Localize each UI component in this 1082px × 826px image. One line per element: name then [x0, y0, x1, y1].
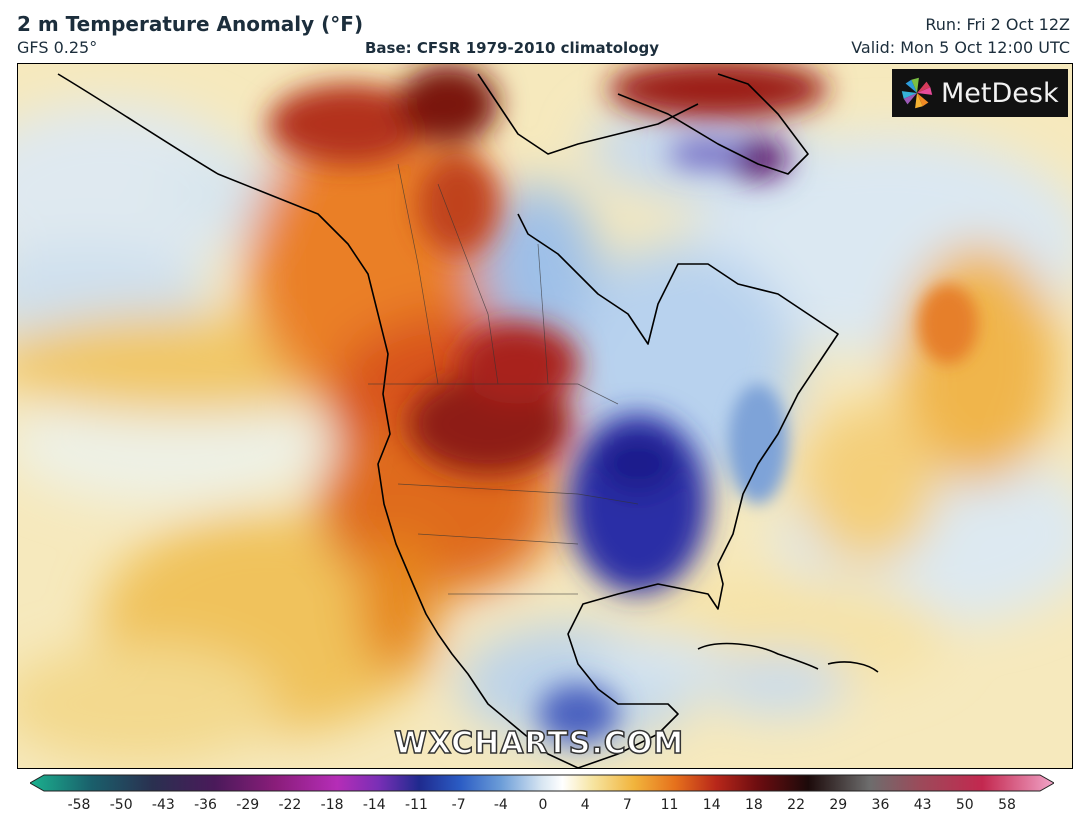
anomaly-map-canvas	[18, 64, 1072, 768]
colorbar-tick-label: 43	[913, 797, 932, 813]
colorbar-tick-label: 29	[829, 797, 848, 813]
colorbar-tick-label: 36	[871, 797, 890, 813]
colorbar-tick-label: -22	[278, 797, 302, 813]
metdesk-pinwheel-icon	[901, 77, 933, 109]
metdesk-logo-text: MetDesk	[941, 77, 1059, 109]
colorbar-tick-label: 50	[955, 797, 974, 813]
colorbar-tick-label: -50	[109, 797, 133, 813]
colorbar-tick-label: 0	[538, 797, 548, 813]
run-label: Run: Fri 2 Oct 12Z	[925, 15, 1070, 34]
colorbar-ticks: -58 -50 -43 -36 -29 -22 -18 -14 -11 -7 -4 0 4 7 11 14 18…	[0, 797, 1082, 817]
colorbar	[30, 774, 1054, 792]
colorbar-tick-label: 18	[744, 797, 763, 813]
colorbar-tick-label: -14	[362, 797, 386, 813]
colorbar-tick-label: 11	[660, 797, 679, 813]
base-climatology-label: Base: CFSR 1979-2010 climatology	[365, 39, 660, 57]
wxcharts-watermark: WXCHARTS.COM	[393, 725, 685, 762]
colorbar-tick-label: -11	[405, 797, 428, 813]
colorbar-tick-label: -36	[194, 797, 217, 813]
colorbar-tick-label: -29	[236, 797, 260, 813]
colorbar-tick-label: 58	[998, 797, 1016, 813]
colorbar-tick-label: -18	[320, 797, 344, 813]
anomaly-map: MetDesk WXCHARTS.COM	[17, 63, 1073, 769]
colorbar-tick-label: 4	[580, 797, 590, 813]
colorbar-tick-label: 22	[787, 797, 805, 813]
colorbar-tick-label: -43	[151, 797, 175, 813]
colorbar-tick-label: 14	[702, 797, 721, 813]
model-label: GFS 0.25°	[17, 38, 98, 57]
colorbar-tick-label: 7	[622, 797, 632, 813]
chart-title: 2 m Temperature Anomaly (°F)	[17, 12, 364, 36]
colorbar-tick-label: -7	[451, 797, 466, 813]
colorbar-tick-label: -4	[493, 797, 508, 813]
metdesk-logo: MetDesk	[892, 69, 1068, 117]
colorbar-tick-label: -58	[67, 797, 91, 813]
valid-time-label: Valid: Mon 5 Oct 12:00 UTC	[851, 38, 1070, 57]
